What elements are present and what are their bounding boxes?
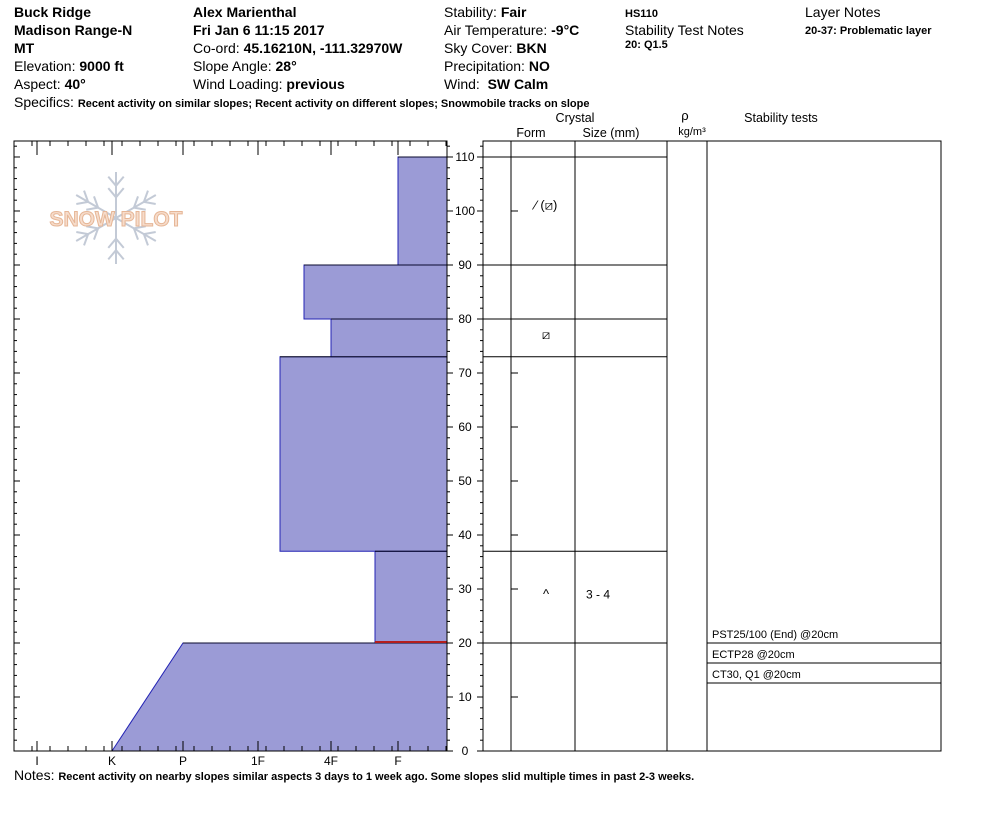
height-tick-label: 20 xyxy=(458,636,472,650)
stability-tests-header: Stability tests xyxy=(744,111,818,125)
density-unit: kg/m³ xyxy=(678,126,706,138)
height-tick-label: 0 xyxy=(462,744,469,758)
snow-profile-chart: SNOW PILOT I K P 1F 4F F 0 10 20 30 40 50 60 70 80 90 1… xyxy=(13,108,942,768)
logo-text: SNOW PILOT xyxy=(50,208,183,231)
snowflake-branch xyxy=(115,238,125,249)
wind-loading: Wind Loading: previous xyxy=(193,76,345,92)
state-name: MT xyxy=(14,40,35,56)
aspect: Aspect: 40° xyxy=(14,76,86,92)
crystal-form: ⧄ xyxy=(542,327,550,342)
range-name: Madison Range-N xyxy=(14,22,133,38)
site-name: Buck Ridge xyxy=(14,4,92,20)
crystal-form: ⁄ (⧄) xyxy=(532,198,558,213)
height-tick-label: 50 xyxy=(458,474,472,488)
snowpilot-logo: SNOW PILOT xyxy=(49,172,183,264)
height-tick-label: 70 xyxy=(458,366,472,380)
notes: Notes: Recent activity on nearby slopes … xyxy=(14,767,695,783)
height-tick-label: 30 xyxy=(458,582,472,596)
snowflake-branch xyxy=(83,233,90,246)
stability-test-notes-title: Stability Test Notes xyxy=(625,22,744,38)
snowflake-branch xyxy=(133,225,146,230)
size-header: Size (mm) xyxy=(583,126,640,140)
observer-name: Alex Marienthal xyxy=(193,4,297,20)
hardness-layer xyxy=(303,264,448,320)
snowflake-branch xyxy=(143,231,156,236)
snow-height: HS110 xyxy=(625,8,659,20)
snowflake-branch xyxy=(86,225,99,230)
snowflake-branch xyxy=(115,249,125,261)
hardness-layer xyxy=(330,318,448,358)
snowflake-branch xyxy=(107,249,117,261)
wind: Wind: SW Calm xyxy=(444,76,549,92)
hardness-layer xyxy=(374,550,448,644)
snowflake-branch xyxy=(142,190,149,203)
hardness-label: F xyxy=(394,754,401,768)
hardness-label: 1F xyxy=(251,754,265,768)
stability-test: PST25/100 (End) @20cm xyxy=(712,629,838,641)
density-symbol: ρ xyxy=(681,108,688,123)
observation-datetime: Fri Jan 6 11:15 2017 xyxy=(193,22,325,38)
snowflake-arm xyxy=(75,217,117,242)
stability-rating: Stability: Fair xyxy=(444,4,527,20)
crystal-header: Crystal xyxy=(556,111,595,125)
crystal-form: ^ xyxy=(543,586,550,601)
height-tick-label: 40 xyxy=(458,528,472,542)
form-header: Form xyxy=(516,126,545,140)
height-tick-label: 80 xyxy=(458,312,472,326)
air-temperature: Air Temperature: -9°C xyxy=(444,22,580,38)
stability-test-notes: 20: Q1.5 xyxy=(625,39,668,51)
snowflake-branch xyxy=(93,196,100,208)
precipitation: Precipitation: NO xyxy=(444,58,550,74)
height-tick-label: 110 xyxy=(455,150,474,164)
sky-cover: Sky Cover: BKN xyxy=(444,40,547,56)
hardness-label: K xyxy=(108,754,116,768)
coordinates: Co-ord: 45.16210N, -111.32970W xyxy=(193,40,403,56)
snowflake-branch xyxy=(86,206,99,211)
snowflake-branch xyxy=(142,233,149,246)
snowflake-arm xyxy=(75,194,117,219)
snowflake-branch xyxy=(76,200,89,205)
height-tick-label: 60 xyxy=(458,420,472,434)
specifics: Specifics: Recent activity on similar sl… xyxy=(14,94,590,110)
snowflake-arm xyxy=(115,194,157,219)
snowflake-branch xyxy=(107,175,117,187)
height-tick-label: 10 xyxy=(458,690,472,704)
snowflake-branch xyxy=(93,228,100,240)
snowflake-branch xyxy=(132,196,139,208)
snowflake-branch xyxy=(83,190,90,203)
height-tick-label: 90 xyxy=(458,258,472,272)
hardness-label: 4F xyxy=(324,754,338,768)
snowflake-arm xyxy=(115,217,157,242)
layer-notes: 20-37: Problematic layer xyxy=(805,25,932,37)
crystal-size: 3 - 4 xyxy=(586,587,610,601)
hardness-layer xyxy=(111,642,448,752)
snowflake-branch xyxy=(133,206,146,211)
snowflake-branch xyxy=(115,187,125,198)
hardness-label: I xyxy=(35,754,38,768)
layer-notes-title: Layer Notes xyxy=(805,4,881,20)
stability-test: CT30, Q1 @20cm xyxy=(712,669,801,681)
snowflake-branch xyxy=(107,187,117,198)
elevation: Elevation: 9000 ft xyxy=(14,58,124,74)
snowflake-branch xyxy=(143,200,156,205)
snowflake-branch xyxy=(115,175,125,187)
stability-test: ECTP28 @20cm xyxy=(712,649,795,661)
snowflake-branch xyxy=(132,228,139,240)
hardness-layer xyxy=(279,356,448,552)
height-tick-label: 100 xyxy=(455,204,475,218)
slope-angle: Slope Angle: 28° xyxy=(193,58,297,74)
hardness-label: P xyxy=(179,754,187,768)
hardness-layer xyxy=(397,156,448,266)
profile-table-frame xyxy=(482,140,942,752)
snowflake-branch xyxy=(107,238,117,249)
snowflake-branch xyxy=(76,231,89,236)
